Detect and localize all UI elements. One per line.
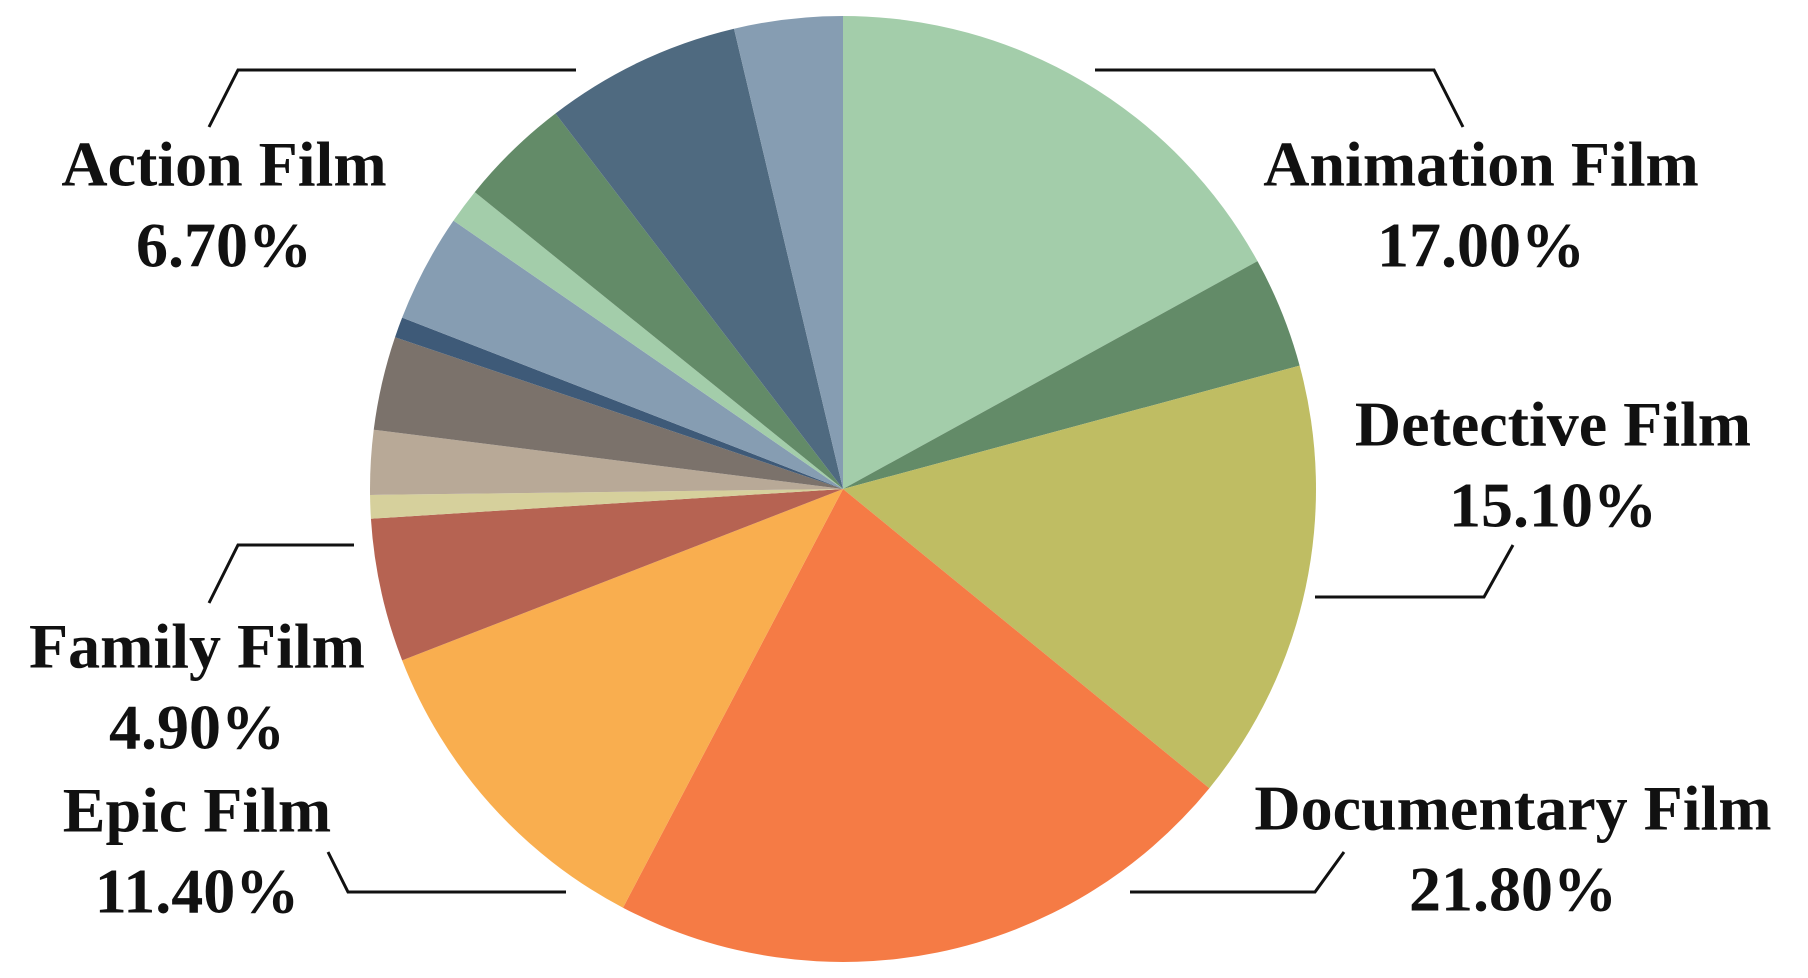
value-label: 11.40% (95, 856, 299, 927)
pie-slice (370, 489, 843, 519)
value-label: 21.80% (1409, 854, 1617, 925)
pie-slice (373, 337, 843, 489)
value-label: 6.70% (136, 210, 312, 281)
pie-slice (395, 317, 843, 489)
pie-slice (555, 28, 843, 490)
pie-slice (843, 261, 1300, 489)
value-label: 4.90% (109, 692, 285, 763)
pie-slice (402, 489, 843, 908)
pie-slice (843, 365, 1316, 789)
pie-slice (402, 220, 843, 489)
pie-slice (453, 192, 843, 489)
leader-line (1095, 68, 1465, 128)
slice-label: Animation Film (1263, 129, 1699, 200)
leader-line (207, 543, 354, 604)
slice-label: Family Film (29, 611, 365, 682)
slice-label: Detective Film (1355, 389, 1751, 460)
pie-slice (622, 489, 1210, 962)
pie-slice (474, 113, 843, 490)
pie-slice (843, 16, 1258, 489)
value-label: 17.00% (1377, 210, 1585, 281)
pie-slice (734, 16, 843, 489)
slice-label: Epic Film (63, 775, 331, 846)
leader-line (1315, 544, 1515, 599)
leader-line (207, 68, 576, 128)
pie-slice (370, 429, 843, 495)
leader-line (1130, 851, 1346, 894)
leader-line (326, 851, 566, 894)
slice-label: Action Film (61, 129, 386, 200)
value-label: 15.10% (1449, 470, 1657, 541)
pie-slice (370, 489, 843, 661)
slice-label: Documentary Film (1254, 773, 1771, 844)
pie (370, 16, 1316, 962)
